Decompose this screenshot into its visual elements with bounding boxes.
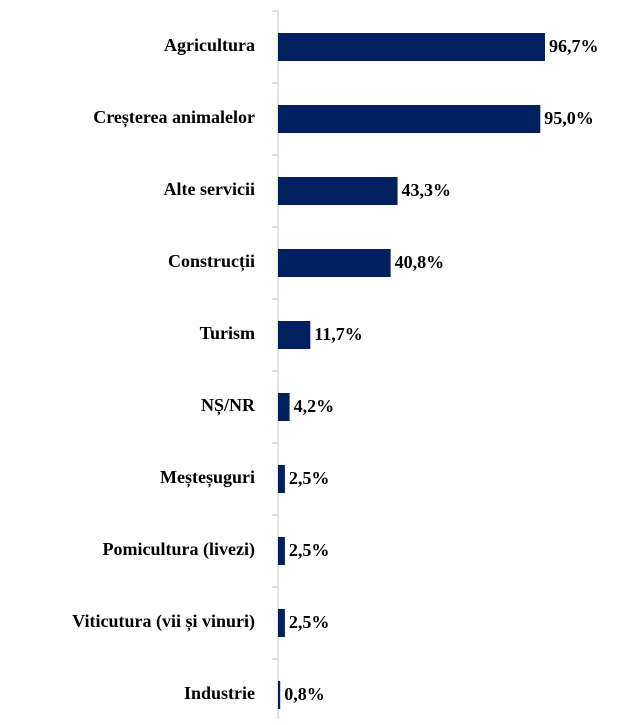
category-label: Creșterea animalelor xyxy=(93,107,255,128)
value-label: 2,5% xyxy=(289,468,330,488)
bar xyxy=(278,609,285,637)
category-label: Agricultura xyxy=(164,35,255,55)
value-label: 95,0% xyxy=(544,108,594,128)
category-label: Alte servicii xyxy=(164,179,255,199)
category-label: Meșteșuguri xyxy=(160,467,255,488)
bar xyxy=(278,393,290,421)
category-label: Industrie xyxy=(184,683,255,703)
category-label: Turism xyxy=(200,323,255,343)
category-label: Pomicultura (livezi) xyxy=(103,539,255,560)
value-label: 0,8% xyxy=(284,684,325,704)
category-label: NȘ/NR xyxy=(201,395,256,416)
bar xyxy=(278,177,398,205)
value-label: 43,3% xyxy=(402,180,452,200)
value-label: 96,7% xyxy=(549,36,599,56)
bar xyxy=(278,105,541,133)
category-label: Construcții xyxy=(168,251,255,272)
value-label: 11,7% xyxy=(314,324,363,344)
value-label: 2,5% xyxy=(289,612,330,632)
value-label: 2,5% xyxy=(289,540,330,560)
bar xyxy=(278,321,311,349)
value-label: 4,2% xyxy=(294,396,335,416)
value-label: 40,8% xyxy=(395,252,445,272)
bar xyxy=(278,681,281,709)
bar xyxy=(278,537,285,565)
bar xyxy=(278,33,545,61)
bar xyxy=(278,465,285,493)
bar xyxy=(278,249,391,277)
category-label: Viticutura (vii și vinuri) xyxy=(72,611,255,632)
